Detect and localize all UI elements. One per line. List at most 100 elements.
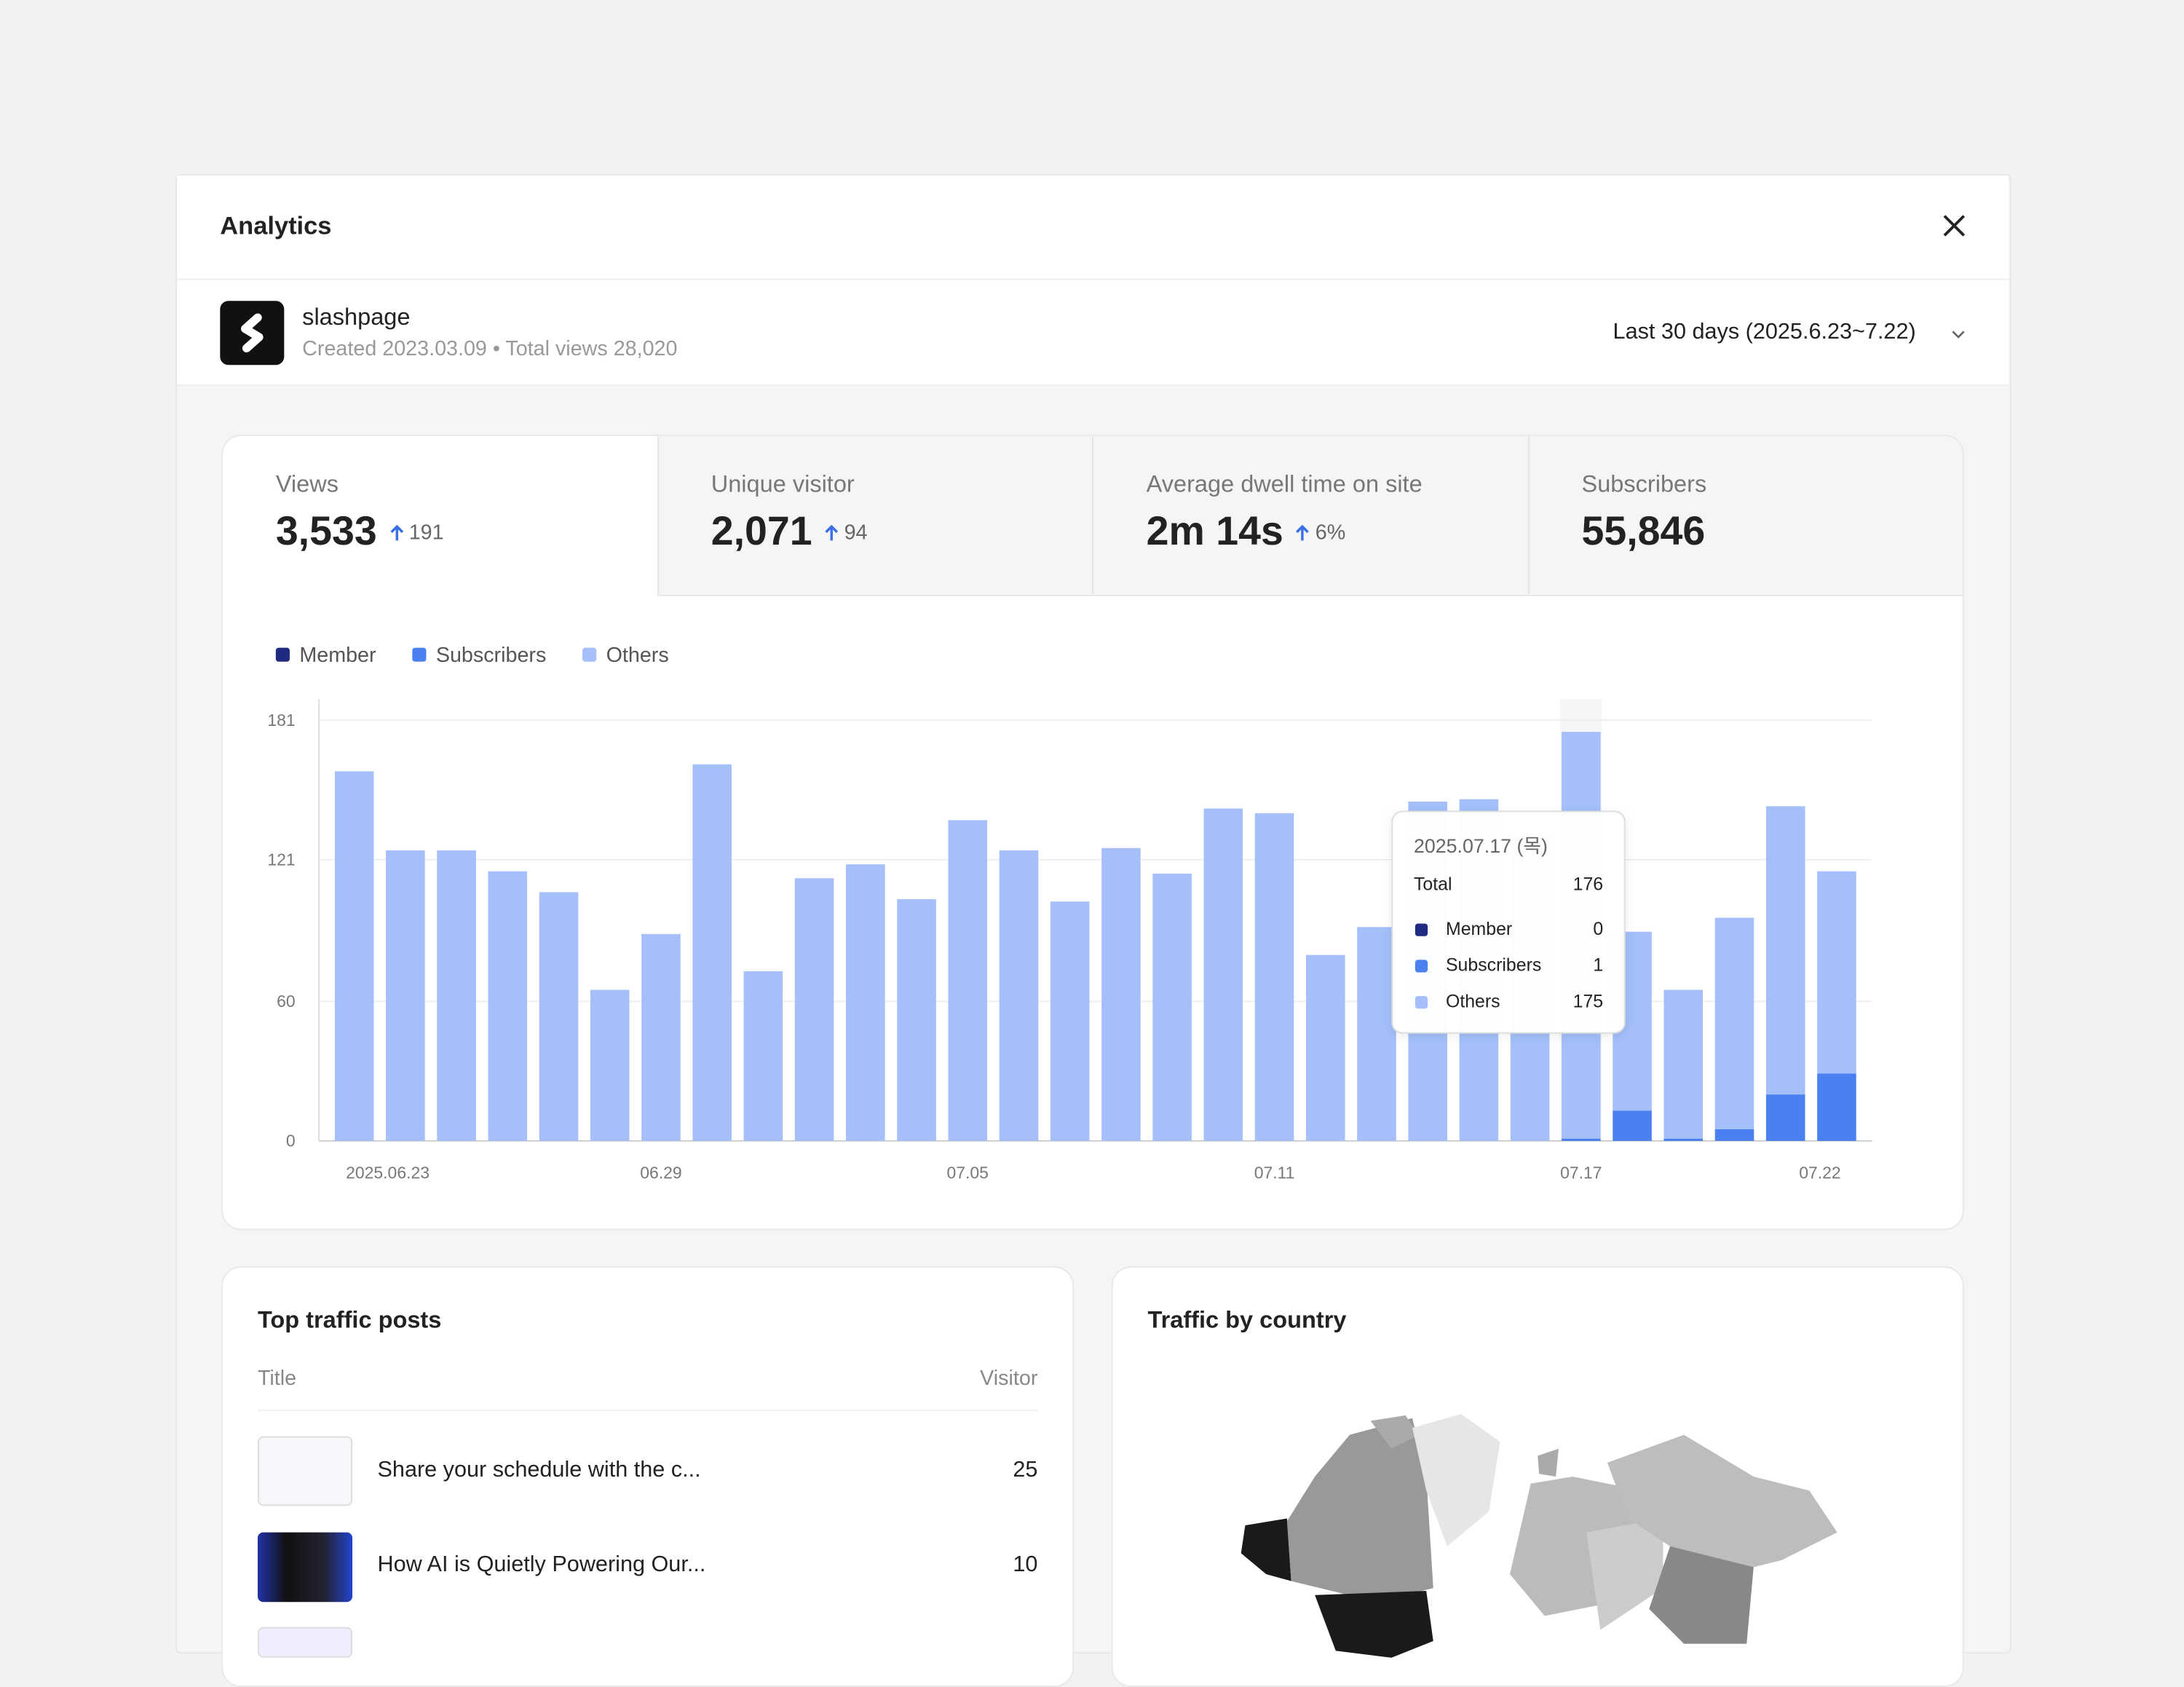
y-tick-label: 60 [277, 992, 296, 1011]
post-visitors: 25 [1013, 1458, 1038, 1482]
bar-segment [999, 850, 1039, 1141]
column-header: Title [257, 1366, 297, 1391]
bar-segment [386, 850, 425, 1141]
stat-value: 3,533 [275, 510, 377, 555]
bar-segment [1817, 1073, 1856, 1141]
bar-segment [1562, 1138, 1601, 1141]
divider [1091, 435, 1093, 595]
bar-segment [641, 933, 681, 1141]
bar-segment [1101, 848, 1141, 1141]
thumbnail [257, 1627, 353, 1658]
arrow-icon [1296, 524, 1310, 541]
stat-value: 2,071 [711, 510, 812, 555]
bar-segment [437, 850, 476, 1141]
modal-header [176, 175, 2009, 386]
bar-segment [846, 864, 885, 1141]
x-tick-label: 07.05 [947, 1163, 989, 1182]
stat-value: 55,846 [1581, 510, 1706, 555]
legend-swatch [412, 647, 427, 662]
tooltip-value: 175 [1572, 990, 1604, 1012]
bar-segment [1152, 873, 1192, 1141]
tooltip-swatch [1415, 960, 1428, 973]
page: Analytics slashpage Created 2023.03.09 •… [175, 174, 2011, 1687]
legend-label: Subscribers [436, 644, 546, 667]
stat-label: Average dwell time on site [1146, 470, 1423, 498]
post-title[interactable]: How AI is Quietly Powering Our... [377, 1553, 706, 1577]
tooltip-swatch [1415, 995, 1428, 1009]
tab-bg [657, 435, 1963, 596]
bar-segment [539, 892, 579, 1141]
up-arrow [389, 524, 403, 541]
bar-segment [1714, 1129, 1754, 1141]
up-arrow [1296, 524, 1310, 541]
bar-segment [334, 771, 374, 1141]
bar-segment [1357, 927, 1396, 1141]
bar-segment [1254, 813, 1294, 1141]
bar-segment [1817, 871, 1856, 1074]
divider [176, 278, 2009, 280]
legend-swatch [582, 647, 597, 662]
tooltip-total-label: Total [1413, 873, 1452, 895]
bar-segment [1613, 1110, 1652, 1141]
stat-label: Subscribers [1581, 470, 1707, 498]
thumbnail [257, 1436, 353, 1506]
screen: Analytics slashpage Created 2023.03.09 •… [175, 174, 2011, 1687]
tooltip-swatch [1415, 923, 1428, 936]
bar-segment [692, 764, 732, 1141]
y-tick-label: 121 [267, 850, 295, 869]
arrow-icon [389, 524, 403, 541]
date-range[interactable]: Last 30 days (2025.6.23~7.22) [1613, 320, 1916, 344]
bar-segment [794, 878, 834, 1141]
bar-segment [1050, 901, 1090, 1141]
bar-segment [1203, 808, 1243, 1141]
arrow-icon [825, 524, 839, 541]
world-map [1241, 1413, 1837, 1658]
bar-segment [897, 898, 936, 1141]
bar-segment [1305, 955, 1345, 1141]
tooltip-total: 176 [1572, 873, 1604, 895]
up-arrow [825, 524, 839, 541]
bar-segment [948, 820, 988, 1141]
bar-segment [743, 971, 783, 1141]
tooltip: 2025.07.17 (목) Total 176 Member 0 Subscrib… [1391, 810, 1626, 1034]
tooltip-date: 2025.07.17 (목) [1413, 834, 1548, 857]
x-tick-label: 2025.06.23 [346, 1163, 430, 1182]
legend-label: Member [299, 644, 376, 667]
post-visitors: 10 [1013, 1553, 1038, 1577]
legend-swatch [275, 647, 290, 662]
posts-card: Top traffic posts Title Visitor Share yo… [221, 1266, 1075, 1687]
divider [657, 435, 659, 595]
x-tick-label: 06.29 [640, 1163, 681, 1182]
x-tick-label: 07.11 [1254, 1163, 1295, 1182]
tooltip-series: Subscribers [1445, 954, 1542, 976]
post-title[interactable]: Share your schedule with the c... [377, 1458, 701, 1482]
country-card: Traffic by country [1111, 1266, 1964, 1687]
y-tick-label: 0 [286, 1131, 296, 1150]
divider [1527, 435, 1530, 595]
card-title: Traffic by country [1147, 1306, 1347, 1333]
stat-label: Views [275, 470, 339, 498]
thumbnail [257, 1532, 353, 1603]
tooltip-series: Others [1445, 990, 1500, 1012]
bar-segment [1714, 917, 1754, 1130]
tooltip-value: 0 [1593, 917, 1604, 939]
site-meta: Created 2023.03.09 • Total views 28,020 [302, 337, 678, 361]
x-tick-label: 07.22 [1799, 1163, 1840, 1182]
bar-segment [1765, 1094, 1805, 1141]
divider [257, 1410, 1038, 1412]
bar-segment [590, 989, 630, 1141]
bar-segment [488, 871, 528, 1141]
bar-segment [1663, 1138, 1704, 1141]
card-title: Top traffic posts [257, 1306, 442, 1333]
modal-title: Analytics [220, 211, 332, 240]
bar-segment [1663, 989, 1704, 1139]
close-button[interactable] [1940, 212, 1968, 240]
stat-value: 2m 14s [1146, 510, 1283, 555]
stat-label: Unique visitor [711, 470, 855, 498]
chevron [1952, 331, 1965, 339]
tooltip-value: 1 [1593, 954, 1604, 976]
bar-segment [1765, 806, 1805, 1095]
tooltip-series: Member [1445, 917, 1513, 939]
stat-change: 6% [1315, 521, 1346, 545]
column-header: Visitor [980, 1366, 1038, 1391]
